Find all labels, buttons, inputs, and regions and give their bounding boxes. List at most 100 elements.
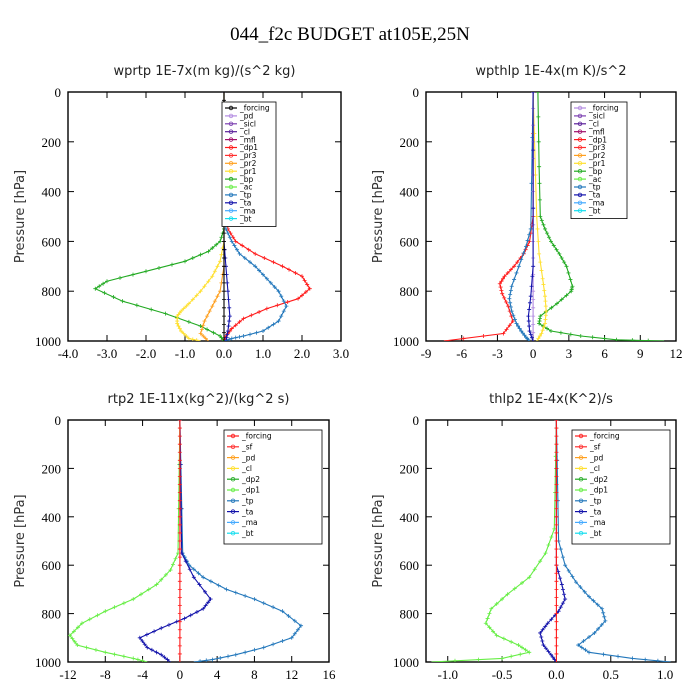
series-marker [557, 251, 562, 256]
series-marker [101, 281, 106, 286]
series-marker [188, 613, 193, 618]
series-marker [177, 603, 182, 608]
series-marker [536, 239, 541, 244]
series-marker [509, 654, 514, 659]
legend-marker [578, 509, 584, 514]
series-marker [501, 636, 506, 641]
y-tick-label: 1000 [35, 655, 61, 670]
legend-marker [228, 184, 234, 190]
legend-marker [578, 444, 584, 449]
y-tick-label: 400 [400, 510, 420, 525]
legend-marker [578, 498, 584, 503]
series-marker [554, 555, 559, 560]
series-marker [500, 276, 505, 281]
series-marker [177, 522, 182, 527]
legend-marker [228, 168, 234, 174]
legend-marker [230, 433, 236, 439]
series-marker [516, 324, 521, 329]
series-marker [235, 247, 239, 252]
x-tick-label: -9 [421, 346, 432, 361]
legend-marker [577, 176, 583, 182]
series-marker [543, 304, 548, 309]
series-marker [177, 563, 182, 568]
series-marker [194, 609, 199, 614]
series-marker [225, 332, 230, 337]
legend-marker [228, 161, 234, 166]
legend-entry: _mfl [588, 127, 605, 136]
series-marker [508, 292, 513, 297]
legend-entry: _cl [239, 127, 250, 136]
series-marker [528, 226, 533, 231]
series-marker [93, 286, 98, 291]
series-marker [540, 276, 545, 281]
series-marker [210, 657, 215, 662]
series-marker [578, 584, 583, 589]
series-marker [582, 589, 587, 594]
series-marker [79, 621, 84, 626]
series-marker [205, 327, 210, 332]
series-marker [135, 657, 140, 662]
series-marker [559, 256, 564, 260]
series-marker [271, 605, 276, 610]
series-marker [199, 327, 204, 332]
series-marker [218, 239, 223, 244]
series-marker [531, 322, 536, 327]
legend-marker [578, 433, 584, 439]
series-marker [177, 571, 182, 576]
series-marker [529, 284, 534, 289]
series-marker [177, 506, 182, 511]
series-marker [508, 288, 513, 293]
series-marker [521, 251, 526, 256]
series-marker [183, 559, 188, 564]
legend-marker [228, 208, 234, 213]
series-marker [186, 301, 191, 306]
series-marker [535, 226, 540, 231]
series-marker [595, 602, 600, 607]
series-marker [527, 324, 532, 329]
series-marker [558, 330, 563, 335]
legend-entry: _mfl [239, 135, 256, 144]
legend: _forcing_pd_sicl_cl_mfl_dp1_pr3_pr2_pr1_… [221, 101, 277, 227]
series-marker [105, 279, 109, 284]
series-marker [177, 514, 182, 519]
series-marker [512, 264, 517, 269]
legend-marker [230, 531, 236, 536]
series-marker [223, 226, 228, 231]
series-marker [549, 239, 553, 244]
series-marker [554, 247, 559, 252]
series-marker [145, 645, 150, 650]
legend-marker [228, 129, 234, 134]
series-marker [103, 650, 108, 655]
series-marker [549, 329, 553, 334]
series-marker [287, 267, 291, 272]
series-marker [499, 279, 504, 284]
series-marker [140, 639, 145, 644]
series-marker [554, 611, 559, 616]
series-marker [118, 275, 122, 280]
series-marker [525, 238, 530, 243]
series-marker [554, 490, 559, 495]
legend-entry: _cl [241, 464, 252, 473]
series-marker [554, 571, 559, 576]
series-marker [549, 534, 554, 539]
series-marker [197, 582, 202, 587]
x-tick-label: -1.0 [175, 346, 196, 361]
series-marker [545, 621, 550, 626]
series-marker [537, 197, 542, 202]
series-marker [562, 260, 567, 265]
series-marker [531, 289, 536, 294]
series-marker [549, 617, 554, 622]
legend-marker [230, 498, 236, 503]
series-marker [226, 324, 231, 329]
series-marker [176, 324, 181, 329]
series-marker [166, 622, 171, 627]
series-marker [520, 580, 525, 585]
series-marker [489, 606, 494, 611]
series-marker [504, 327, 509, 332]
series-marker [242, 256, 247, 260]
series-marker [121, 654, 126, 659]
legend-entry: _ma [241, 518, 258, 527]
legend-entry: _bp [588, 167, 603, 176]
series-marker [144, 632, 149, 637]
series-marker [222, 239, 226, 244]
